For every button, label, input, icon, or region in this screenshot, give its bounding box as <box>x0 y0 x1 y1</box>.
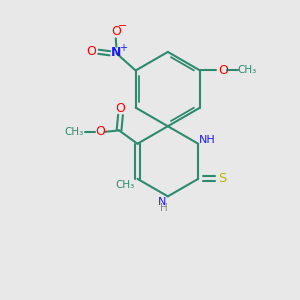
Text: NH: NH <box>199 135 216 145</box>
Text: O: O <box>95 125 105 138</box>
Text: S: S <box>218 172 227 185</box>
Text: H: H <box>160 203 168 213</box>
Text: N: N <box>158 197 166 207</box>
Text: N: N <box>111 46 122 59</box>
Text: O: O <box>116 103 125 116</box>
Text: −: − <box>118 21 127 31</box>
Text: O: O <box>86 45 96 58</box>
Text: CH₃: CH₃ <box>237 65 256 76</box>
Text: CH₃: CH₃ <box>116 180 135 190</box>
Text: O: O <box>218 64 228 77</box>
Text: O: O <box>111 25 121 38</box>
Text: +: + <box>119 43 127 53</box>
Text: CH₃: CH₃ <box>65 127 84 137</box>
